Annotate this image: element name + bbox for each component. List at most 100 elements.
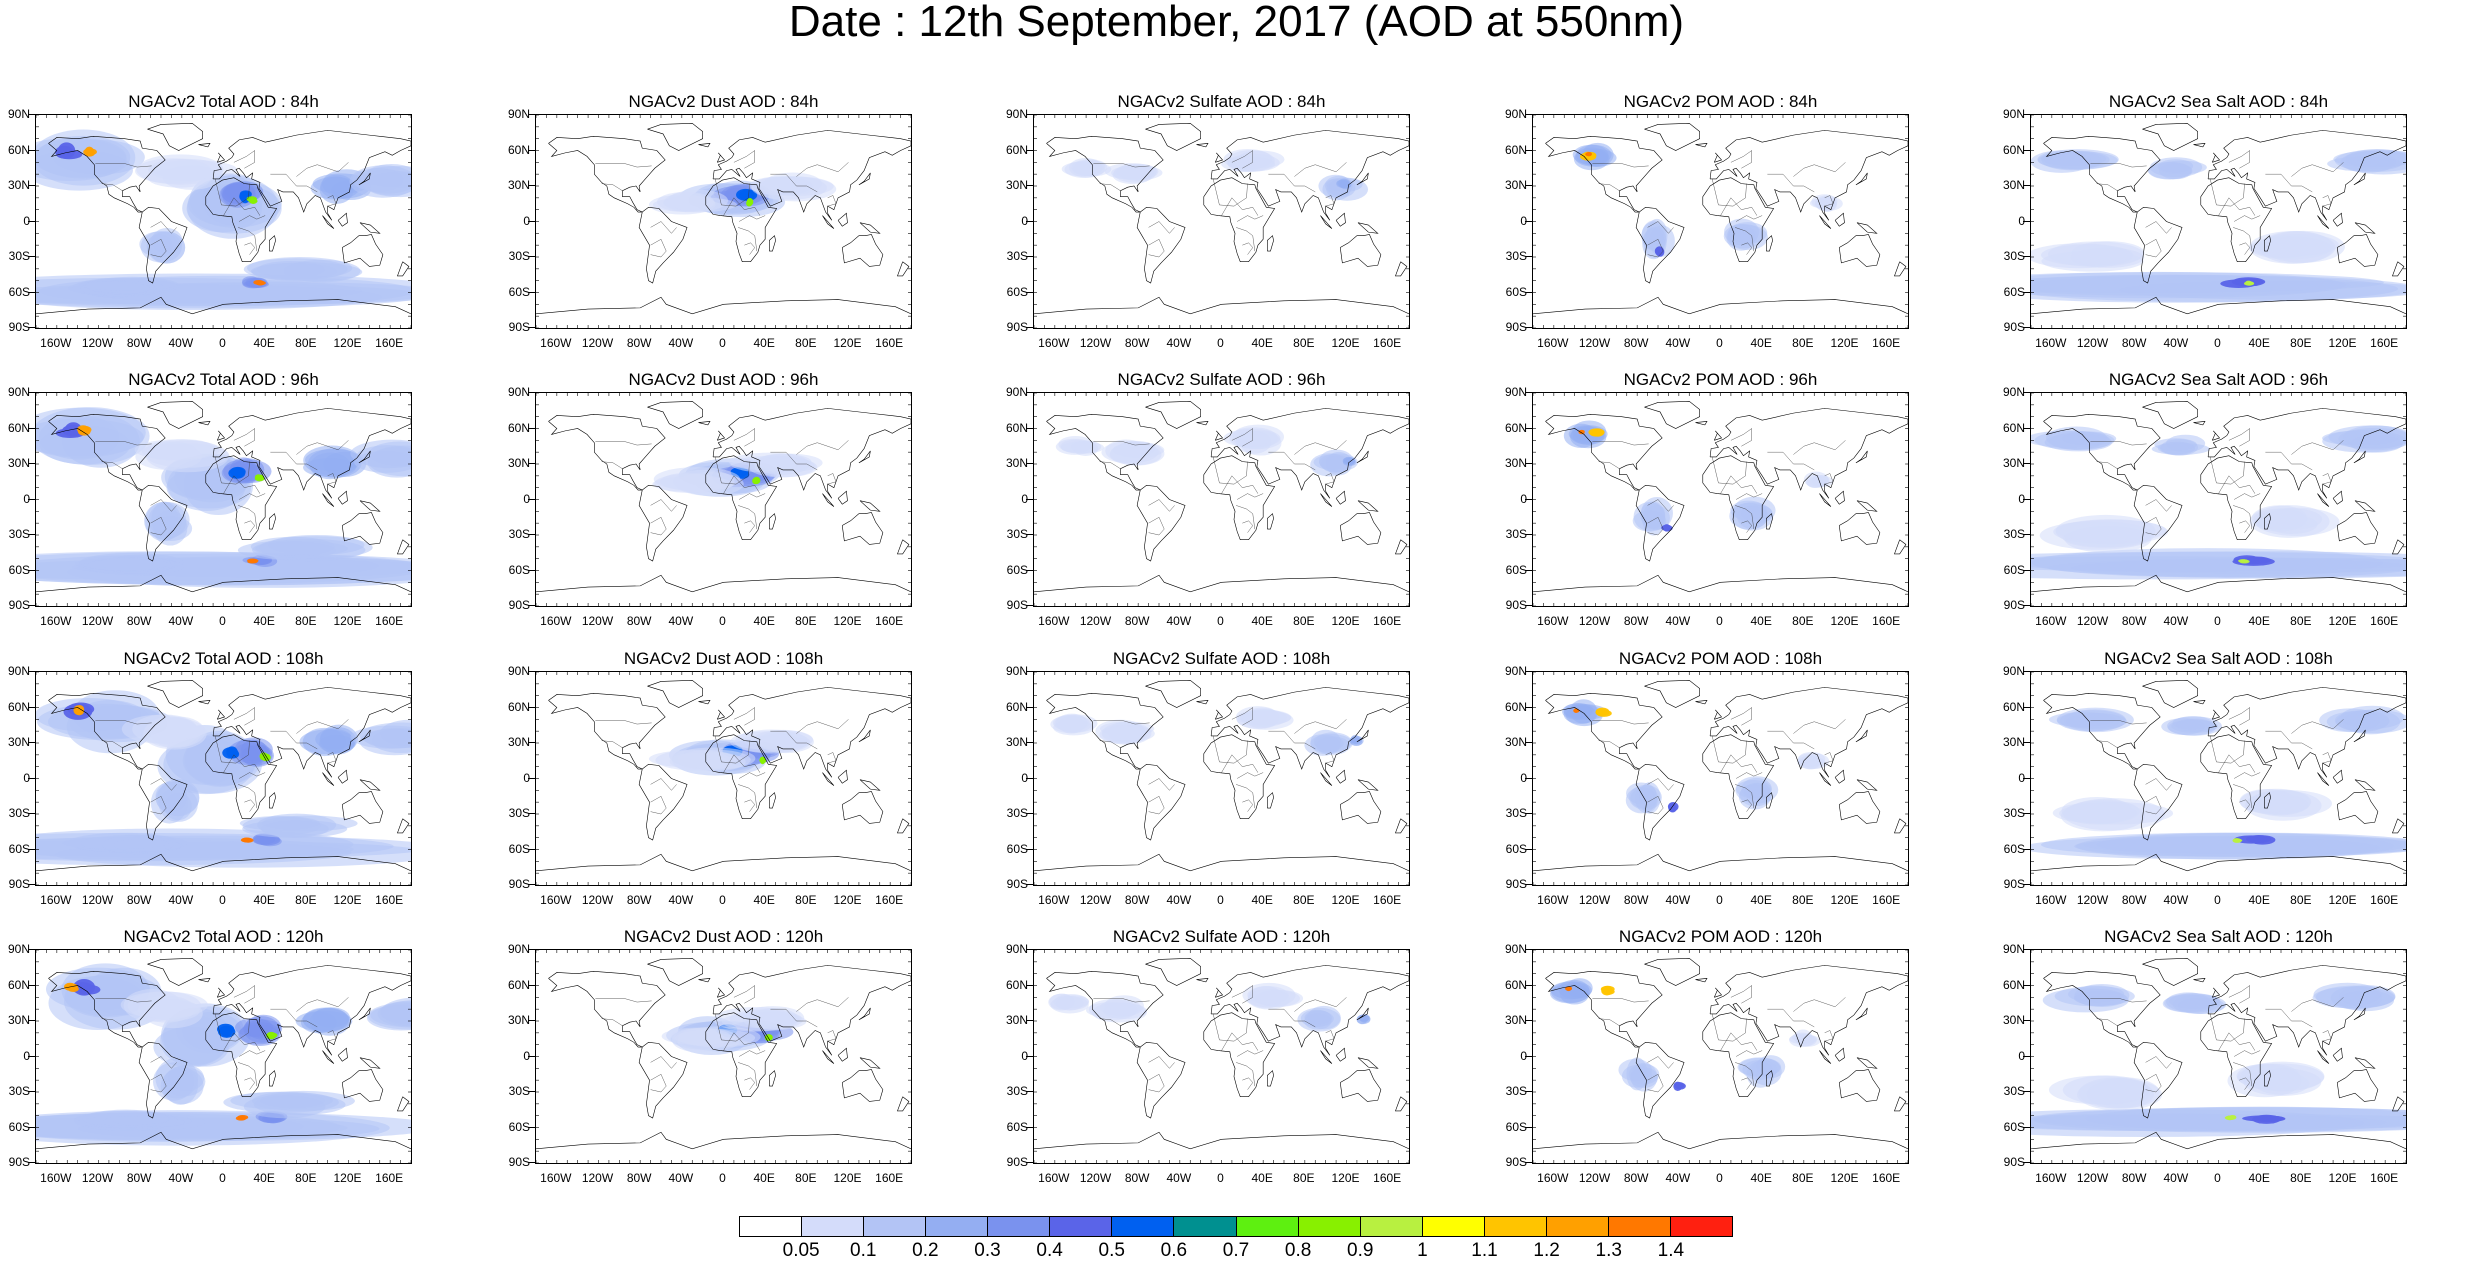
lat-tick-label: 60N	[507, 142, 530, 157]
lat-tick-label: 30N	[2002, 178, 2025, 192]
lon-tick-label: 160E	[875, 1171, 904, 1185]
aod-plume	[2175, 718, 2214, 732]
country-border	[1647, 1056, 1674, 1069]
lat-tick	[1525, 463, 1532, 464]
coastline	[1766, 1070, 1773, 1087]
coastline	[858, 450, 871, 464]
aod-plume	[1797, 751, 1826, 767]
country-border	[723, 475, 761, 494]
lat-tick-label: 30S	[1006, 527, 1028, 541]
coastline	[1320, 493, 1333, 507]
country-border	[2228, 985, 2250, 1004]
aod-plume	[2315, 985, 2396, 1009]
country-border	[239, 215, 266, 222]
coastline	[358, 729, 371, 743]
country-border	[1730, 707, 1752, 726]
lat-tick-label: 60S	[2003, 284, 2025, 299]
coastline	[1713, 152, 1723, 163]
country-border	[1242, 1077, 1254, 1090]
aod-plume	[1316, 736, 1350, 755]
lat-tick	[1026, 1091, 1033, 1092]
colorbar-box	[1484, 1217, 1547, 1236]
lon-tick-label: 160W	[1038, 614, 1070, 628]
country-border	[1736, 215, 1763, 222]
country-border	[1236, 1062, 1256, 1087]
colorbar-label: 0.9	[1347, 1240, 1374, 1261]
coastline	[1819, 772, 1832, 786]
coastline	[397, 539, 410, 555]
lat-tick-label: 90N	[2002, 385, 2025, 399]
lat-tick-label: 30S	[1006, 1084, 1028, 1098]
aod-map	[36, 950, 411, 1163]
aod-plume	[2243, 1068, 2322, 1096]
lat-tick	[1525, 256, 1532, 257]
country-border	[827, 1030, 837, 1042]
lat-tick	[28, 813, 35, 814]
coastline	[1356, 1007, 1369, 1021]
lat-tick	[2023, 884, 2030, 885]
coastline	[2142, 679, 2198, 708]
lon-tick-label: 40W	[168, 336, 194, 350]
lon-tick-label: 160W	[2035, 1171, 2067, 1185]
coastline	[822, 215, 835, 229]
lon-tick-label: 40W	[668, 893, 694, 907]
coastline	[1533, 574, 1908, 593]
country-border	[1231, 985, 1253, 1004]
lat-tick	[2023, 463, 2030, 464]
coastline	[216, 430, 226, 441]
lon-tick-label: 160E	[1872, 1171, 1901, 1185]
aod-plume	[1663, 524, 1671, 532]
country-border	[150, 778, 177, 791]
aod-plume	[729, 1009, 794, 1029]
lon-tick-label: 40E	[1750, 1171, 1772, 1185]
coastline	[1357, 779, 1379, 791]
coastline	[2317, 493, 2330, 507]
country-border	[1735, 784, 1755, 809]
aod-plume	[36, 407, 150, 465]
panel-title: NGACv2 POM AOD : 108h	[1618, 649, 1823, 668]
coastline	[358, 172, 371, 186]
lat-tick	[2023, 149, 2030, 151]
aod-plume	[230, 1092, 325, 1110]
country-border	[1325, 473, 1335, 485]
map-panel: NGACv2 Sea Salt AOD : 96h 90N 60N 30N 0 30S 60…	[1995, 370, 2435, 650]
colorbar-box	[802, 1217, 865, 1236]
aod-plume	[2046, 426, 2107, 450]
colorbar-label: 0.7	[1222, 1240, 1250, 1261]
coastline	[358, 1007, 371, 1021]
panel-title: NGACv2 Sulfate AOD : 108h	[1112, 649, 1331, 668]
lat-tick	[1525, 813, 1532, 814]
coastline	[716, 152, 726, 163]
lat-tick-label: 60S	[508, 1119, 530, 1134]
lat-tick	[2023, 1126, 2030, 1128]
lon-tick-label: 80W	[126, 893, 152, 907]
coastline	[1702, 734, 1775, 820]
coastline	[705, 1012, 778, 1098]
lon-tick-label: 160W	[540, 336, 572, 350]
lon-tick-label: 40W	[2163, 893, 2189, 907]
coastline	[712, 965, 911, 1056]
aod-map	[536, 950, 911, 1163]
lat-tick-label: 90S	[1505, 320, 1527, 334]
lat-tick-label: 60S	[2003, 841, 2025, 856]
lon-tick-label: 0	[1217, 336, 1224, 350]
coastline	[2193, 143, 2206, 148]
lat-tick	[528, 813, 535, 814]
coastline	[216, 152, 226, 163]
lat-tick-label: 90N	[2002, 107, 2025, 121]
country-border	[595, 720, 652, 725]
lon-tick-label: 40W	[1665, 336, 1691, 350]
country-border	[2090, 998, 2147, 1003]
country-border	[239, 772, 266, 779]
coastline	[2043, 413, 2161, 491]
country-border	[739, 772, 766, 779]
panel-title: NGACv2 Sea Salt AOD : 108h	[2104, 649, 2333, 668]
country-border	[244, 1077, 256, 1090]
lon-tick-label: 40E	[253, 1171, 275, 1185]
coastline	[397, 261, 410, 277]
aod-plume	[2060, 800, 2146, 832]
aod-plume	[1339, 179, 1351, 190]
lon-tick-label: 40E	[1251, 1171, 1273, 1185]
panel-title: NGACv2 Dust AOD : 84h	[628, 92, 819, 111]
panel-title: NGACv2 Total AOD : 96h	[128, 370, 319, 389]
